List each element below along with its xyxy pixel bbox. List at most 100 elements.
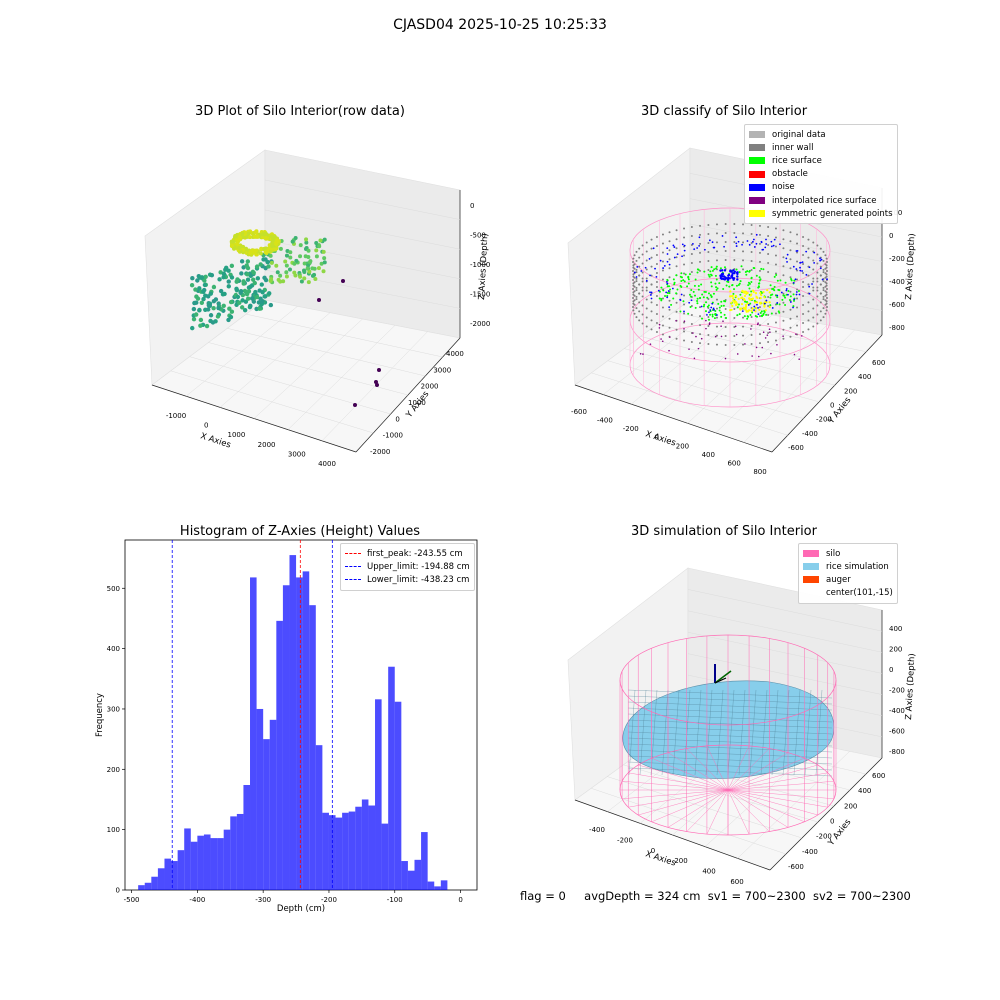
- legend-swatch: [803, 563, 819, 571]
- data-point: [695, 335, 697, 338]
- data-point: [768, 305, 771, 309]
- data-point: [707, 318, 710, 321]
- data-point: [750, 250, 753, 253]
- x-tick-label: 0: [651, 847, 655, 855]
- data-point: [683, 320, 686, 322]
- data-point: [699, 224, 702, 227]
- data-point: [713, 268, 716, 271]
- data-point: [720, 335, 723, 338]
- data-point: [661, 251, 664, 254]
- data-point: [784, 304, 787, 307]
- p3-legend: first_peak: -243.55 cm Upper_limit: -194…: [340, 543, 475, 591]
- data-point: [680, 293, 683, 296]
- data-point: [191, 306, 197, 312]
- data-point: [784, 296, 787, 299]
- panel-4-title: 3D simulation of Silo Interior: [631, 524, 817, 539]
- data-point: [822, 316, 825, 319]
- data-point: [796, 315, 799, 318]
- data-point: [665, 281, 668, 283]
- data-point: [736, 271, 739, 274]
- data-point: [690, 322, 693, 325]
- data-point: [724, 223, 727, 226]
- data-point: [638, 247, 641, 250]
- data-point: [748, 282, 751, 285]
- mesh-line: [760, 689, 768, 776]
- mesh-line: [627, 701, 833, 711]
- data-point: [824, 254, 827, 257]
- data-point: [266, 264, 271, 269]
- data-point: [195, 278, 200, 283]
- data-point: [721, 272, 725, 276]
- data-point: [819, 247, 822, 250]
- data-point: [675, 238, 678, 241]
- data-point: [816, 262, 819, 265]
- data-point: [671, 287, 674, 290]
- data-point: [633, 271, 636, 274]
- histogram-bar: [177, 850, 185, 890]
- data-point: [298, 274, 303, 279]
- sv1-text: sv1 = 700~2300: [707, 889, 806, 903]
- silo-spoke: [638, 789, 729, 816]
- data-point: [742, 316, 745, 319]
- data-point: [635, 316, 638, 319]
- data-point: [644, 266, 647, 269]
- data-point: [737, 297, 740, 300]
- data-point: [322, 256, 327, 261]
- data-point: [822, 307, 825, 310]
- data-point: [759, 301, 762, 305]
- grid-line: [227, 328, 426, 377]
- legend-item: silo: [803, 547, 893, 560]
- data-point: [639, 352, 642, 355]
- data-point: [759, 291, 762, 295]
- histogram-bar: [388, 666, 395, 890]
- data-point: [826, 278, 828, 281]
- silo-spoke: [727, 781, 834, 791]
- silo-spoke: [727, 789, 789, 828]
- data-point: [719, 274, 722, 277]
- data-point: [758, 276, 761, 279]
- data-point: [807, 301, 810, 304]
- data-point: [740, 307, 743, 310]
- data-point: [772, 288, 775, 291]
- grid-line: [687, 653, 883, 695]
- grid-line: [687, 589, 883, 632]
- silo-spoke: [686, 789, 729, 832]
- data-point: [321, 269, 326, 274]
- data-point: [739, 293, 742, 296]
- legend-swatch: [749, 197, 765, 205]
- data-point: [802, 331, 805, 334]
- data-point: [768, 291, 771, 294]
- data-point: [255, 276, 261, 281]
- data-point: [750, 316, 753, 319]
- data-point: [668, 276, 671, 279]
- p4-zlabel: Z Axies (Depth): [904, 653, 917, 720]
- data-point: [683, 244, 686, 247]
- panel-1-axes: -1000 0 1000 2000 3000 4000 -2000 -1000 0 1000 200…: [144, 149, 490, 468]
- data-point: [812, 277, 815, 280]
- data-point: [732, 277, 736, 280]
- y-tick-label: 0: [116, 887, 120, 895]
- data-point: [281, 279, 286, 284]
- data-point: [190, 325, 195, 331]
- data-point: [769, 284, 772, 287]
- data-point: [782, 310, 785, 313]
- data-point: [711, 269, 714, 272]
- data-point: [752, 290, 755, 294]
- data-point: [774, 236, 777, 239]
- y-tick-label: -600: [788, 444, 804, 452]
- x-tick-label: -100: [387, 896, 403, 904]
- data-point: [724, 250, 727, 253]
- data-point: [822, 298, 825, 301]
- data-point: [782, 319, 785, 322]
- histogram-bar: [197, 835, 204, 890]
- data-point: [762, 268, 765, 271]
- data-point: [735, 245, 738, 247]
- data-point: [763, 305, 766, 308]
- data-point: [675, 247, 678, 250]
- data-point: [785, 257, 788, 260]
- data-point: [687, 278, 690, 281]
- y-tick-label: 4000: [446, 350, 464, 358]
- data-point: [723, 278, 727, 281]
- data-point: [660, 286, 663, 289]
- x-tick-label: -600: [571, 408, 587, 416]
